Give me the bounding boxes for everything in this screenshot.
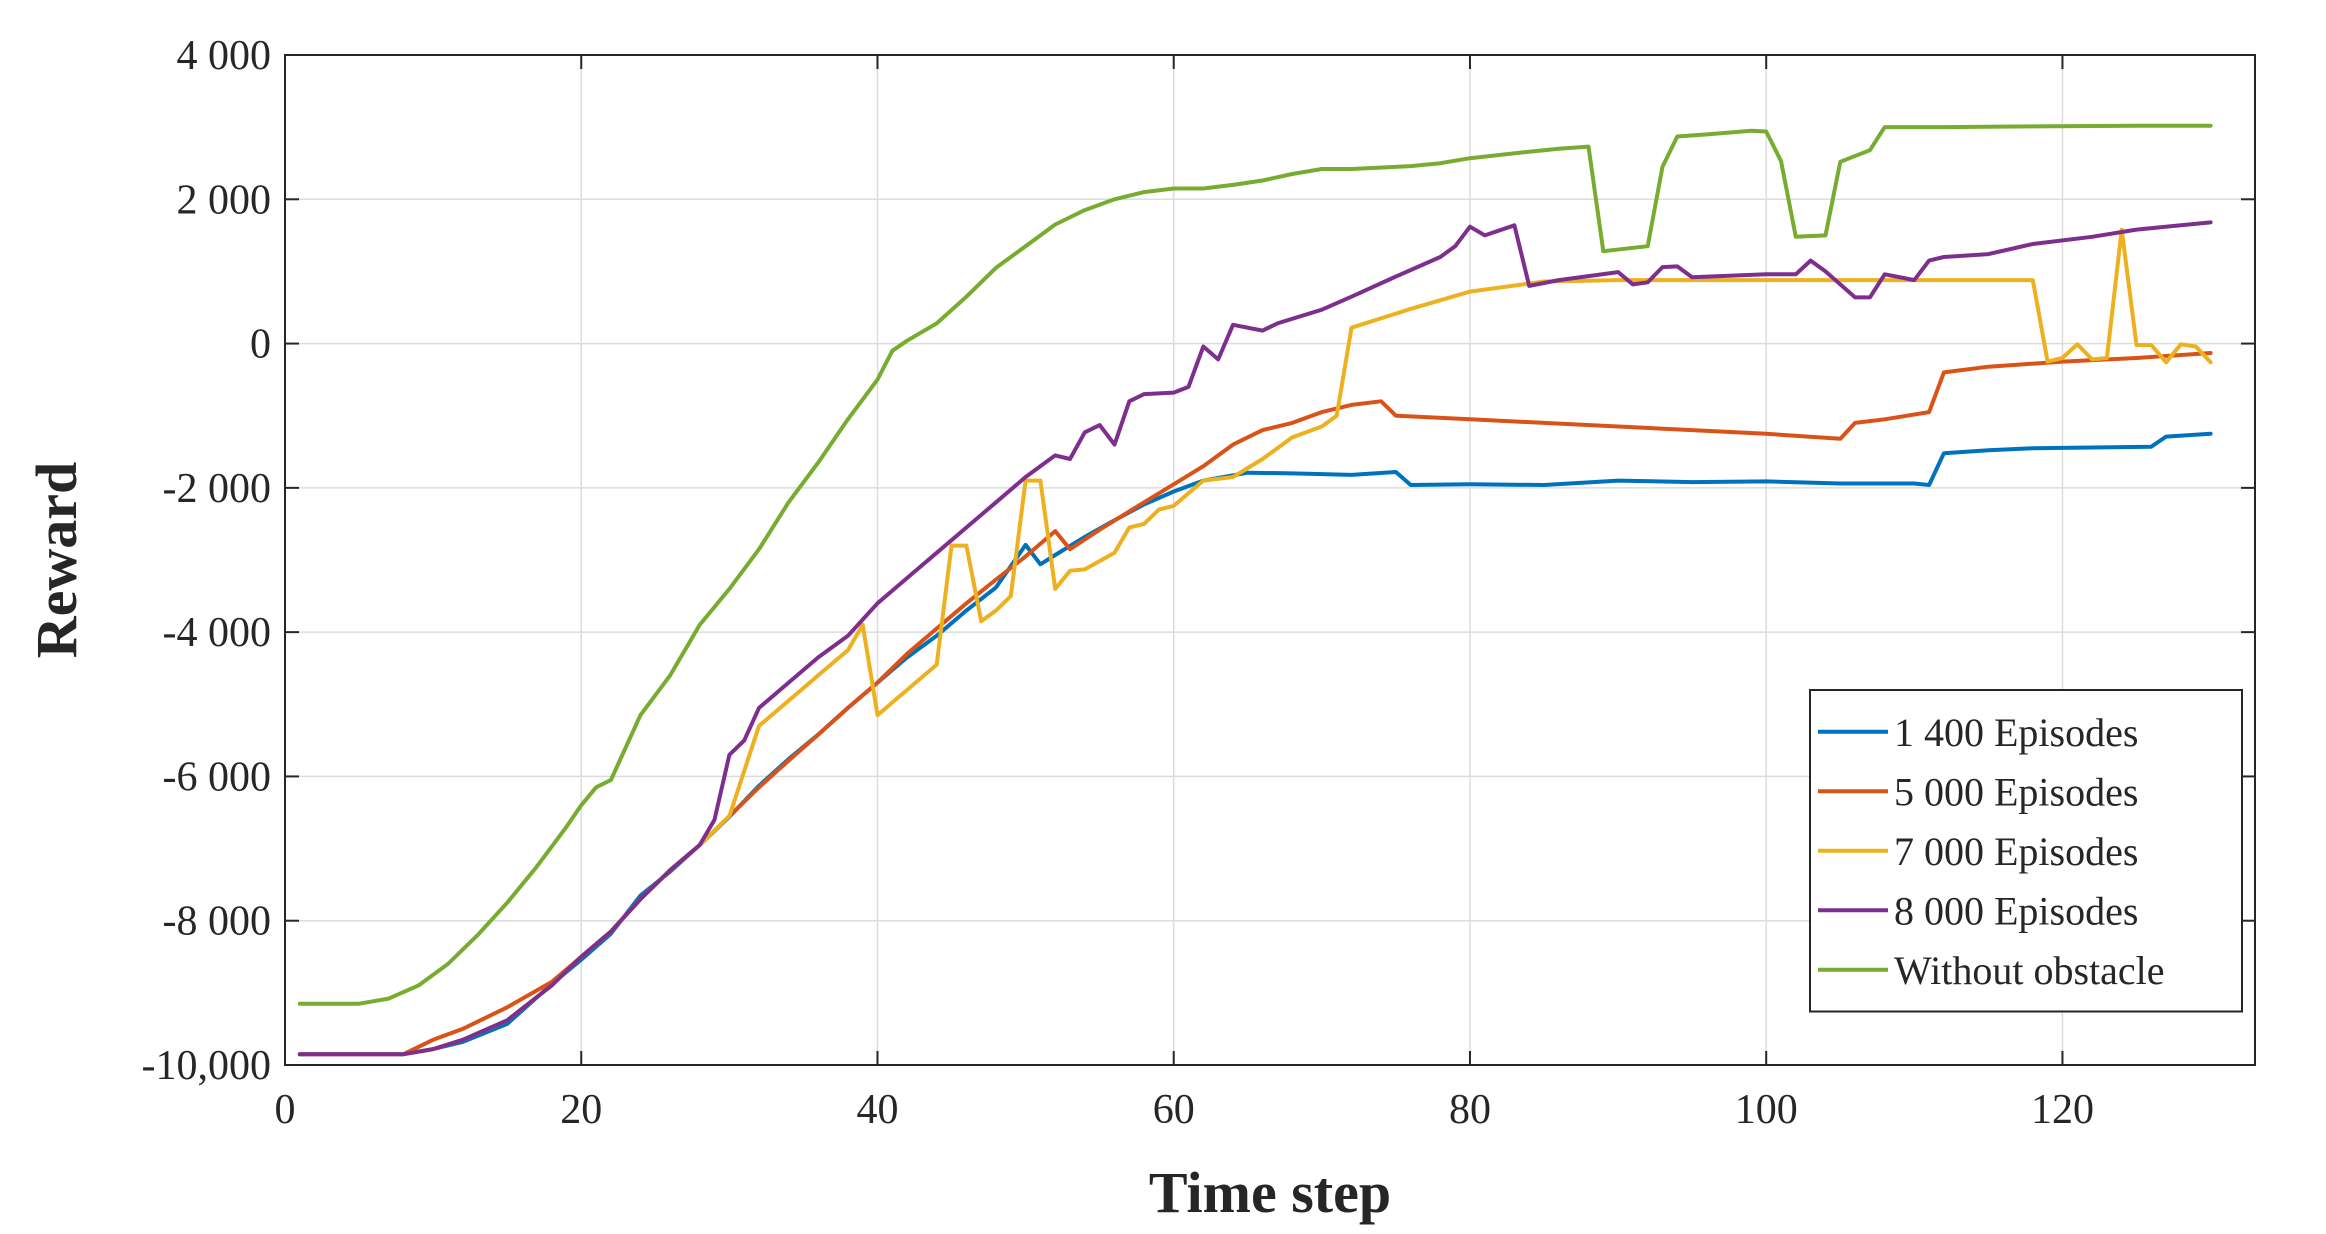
series-lines xyxy=(297,123,2213,1057)
y-tick-label: 0 xyxy=(250,322,271,368)
y-axis-title: Reward xyxy=(24,462,89,659)
series-line-4 xyxy=(297,220,2213,1057)
series-line-5 xyxy=(297,123,2213,1006)
x-tick-label: 100 xyxy=(1735,1087,1798,1133)
y-tick-label: 4 000 xyxy=(177,33,272,79)
legend-label: 8 000 Episodes xyxy=(1894,888,2138,933)
plot-frame xyxy=(284,54,2256,1066)
y-tick-label: -8 000 xyxy=(163,899,272,945)
legend-label: 1 400 Episodes xyxy=(1894,710,2138,755)
y-tick-label: -10,000 xyxy=(142,1043,272,1089)
legend-label: Without obstacle xyxy=(1894,948,2165,993)
y-tick-label: -2 000 xyxy=(163,466,272,512)
series-line-1 xyxy=(297,431,2213,1057)
legend-label: 7 000 Episodes xyxy=(1894,829,2138,874)
x-tick-label: 20 xyxy=(560,1087,602,1133)
y-tick-label: -6 000 xyxy=(163,754,272,800)
y-axis-ticks: 4 000 2 000 0 -2 000 -4 000 -6 000 -8 000 -10,0… xyxy=(142,33,2255,1089)
legend: 1 400 Episodes 5 000 Episodes 7 000 Episod… xyxy=(1809,689,2243,1013)
x-axis-title: Time step xyxy=(1149,1160,1391,1225)
y-tick-label: 2 000 xyxy=(177,177,272,223)
x-tick-label: 60 xyxy=(1153,1087,1195,1133)
x-tick-label: 80 xyxy=(1449,1087,1491,1133)
x-tick-label: 0 xyxy=(275,1087,296,1133)
y-tick-label: -4 000 xyxy=(163,610,272,656)
x-axis-ticks: 0 20 40 60 80 100 120 xyxy=(275,55,2094,1133)
x-tick-label: 40 xyxy=(856,1087,898,1133)
legend-label: 5 000 Episodes xyxy=(1894,769,2138,814)
x-tick-label: 120 xyxy=(2031,1087,2094,1133)
